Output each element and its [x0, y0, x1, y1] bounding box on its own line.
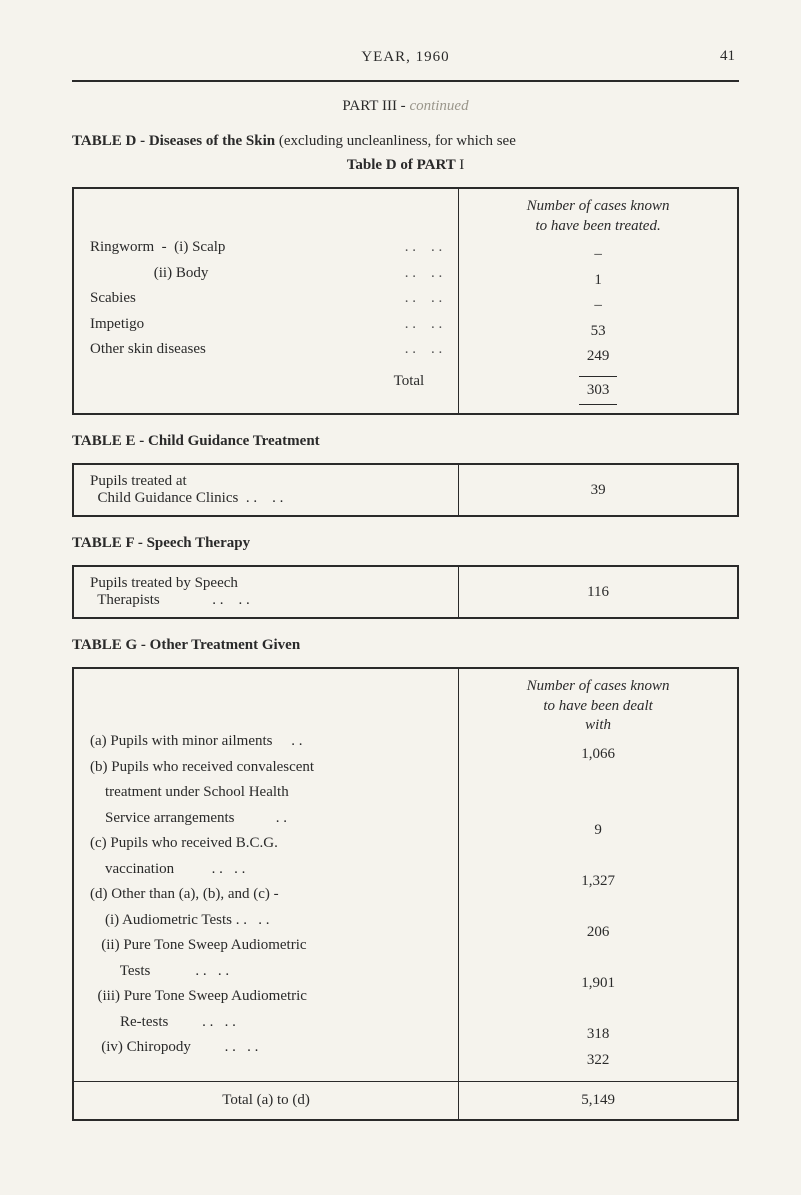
- table-d-value: 249: [475, 344, 721, 370]
- table-f-heading: TABLE F - Speech Therapy: [72, 531, 739, 555]
- part-line: PART III - continued: [72, 98, 739, 115]
- table-g-value: 1,901: [475, 971, 721, 997]
- year-line: YEAR, 1960: [361, 49, 449, 66]
- table-g-value: 206: [475, 920, 721, 946]
- table-d-row-label: Ringworm - (i) Scalp: [90, 235, 405, 261]
- table-e-heading: TABLE E - Child Guidance Treatment: [72, 429, 739, 453]
- table-g-total-label: Total (a) to (d): [73, 1082, 459, 1121]
- page-header: YEAR, 1960 41: [72, 48, 739, 66]
- table-g-row: (iii) Pure Tone Sweep Audiometric Re-tes…: [90, 984, 442, 1035]
- table-g-col-header: Number of cases known to have been dealt…: [475, 677, 721, 736]
- table-d-total-label: Total: [394, 369, 425, 395]
- table-g-row: (d) Other than (a), (b), and (c) -: [90, 882, 442, 908]
- table-g: (a) Pupils with minor ailments . . (b) P…: [72, 667, 739, 1121]
- table-d-right: Number of cases known to have been treat…: [459, 188, 738, 414]
- table-d-row-label: Impetigo: [90, 312, 405, 338]
- table-d-row-label: Other skin diseases: [90, 337, 405, 363]
- table-g-row: (iv) Chiropody . . . .: [90, 1035, 442, 1061]
- table-g-total-value: 5,149: [459, 1082, 738, 1121]
- table-g-value: 9: [475, 818, 721, 844]
- table-g-value: 1,066: [475, 742, 721, 768]
- table-d-value: –: [475, 242, 721, 268]
- table-e: Pupils treated at Child Guidance Clinics…: [72, 463, 739, 517]
- header-rule: [72, 80, 739, 82]
- part-line-suffix: continued: [409, 98, 468, 114]
- table-d-heading-prefix: TABLE D - Diseases of the Skin: [72, 133, 279, 149]
- table-g-heading: TABLE G - Other Treatment Given: [72, 633, 739, 657]
- table-g-row: (ii) Pure Tone Sweep Audiometric Tests .…: [90, 933, 442, 984]
- table-g-row: (a) Pupils with minor ailments . .: [90, 729, 442, 755]
- table-e-value: 39: [459, 464, 738, 516]
- table-d-heading-line2: Table D of PART I: [72, 153, 739, 177]
- table-g-value: 318: [475, 1022, 721, 1048]
- table-d-left: Ringworm - (i) Scalp. . . . (ii) Body. .…: [73, 188, 459, 414]
- table-d-value: 1: [475, 268, 721, 294]
- table-g-value: [475, 895, 721, 921]
- page-number: 41: [720, 48, 735, 65]
- table-g-row: (b) Pupils who received convalescent tre…: [90, 755, 442, 832]
- table-d-total-value: 303: [579, 376, 618, 406]
- table-d: Ringworm - (i) Scalp. . . . (ii) Body. .…: [72, 187, 739, 415]
- document-page: YEAR, 1960 41 PART III - continued TABLE…: [0, 0, 801, 1195]
- table-f-label: Pupils treated by Speech Therapists . . …: [73, 566, 459, 618]
- table-g-value: 322: [475, 1048, 721, 1074]
- part-line-prefix: PART III -: [342, 98, 409, 114]
- table-f: Pupils treated by Speech Therapists . . …: [72, 565, 739, 619]
- table-d-col-header: Number of cases known to have been treat…: [475, 197, 721, 236]
- table-d-heading-paren: (excluding uncleanliness, for which see: [279, 133, 516, 149]
- table-g-row: (c) Pupils who received B.C.G. vaccinati…: [90, 831, 442, 882]
- table-f-value: 116: [459, 566, 738, 618]
- table-d-value: –: [475, 293, 721, 319]
- table-d-row-label: (ii) Body: [90, 261, 405, 287]
- table-g-value: 1,327: [475, 869, 721, 895]
- table-e-label: Pupils treated at Child Guidance Clinics…: [73, 464, 459, 516]
- table-d-value: 53: [475, 319, 721, 345]
- table-g-left: (a) Pupils with minor ailments . . (b) P…: [73, 668, 459, 1082]
- table-g-right: Number of cases known to have been dealt…: [459, 668, 738, 1082]
- table-d-row-label: Scabies: [90, 286, 405, 312]
- table-g-row: (i) Audiometric Tests . . . .: [90, 908, 442, 934]
- table-d-heading: TABLE D - Diseases of the Skin (excludin…: [72, 129, 739, 177]
